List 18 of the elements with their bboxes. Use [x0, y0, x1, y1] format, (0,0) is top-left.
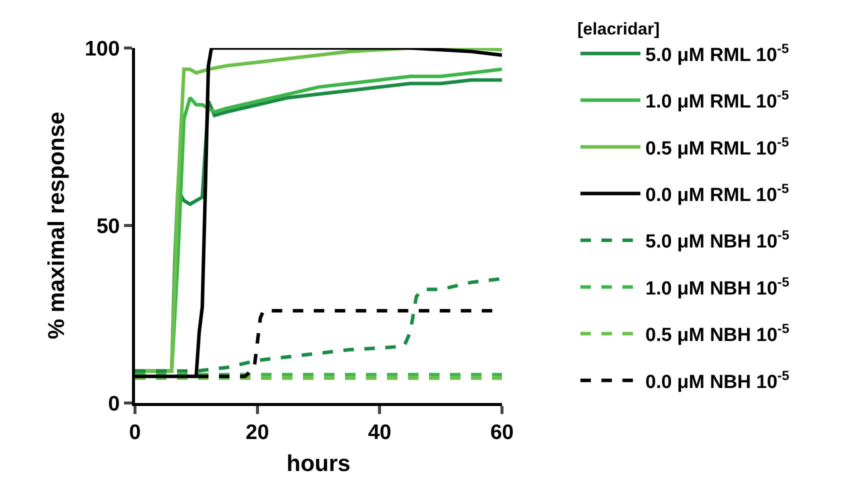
legend-label: 5.0 μM RML 10$^{-5}$ — [645, 40, 790, 66]
legend-label: 1.0 μM NBH 10$^{-5}$ — [645, 274, 790, 300]
x-axis-title: hours — [286, 450, 350, 476]
x-tick-label: 60 — [490, 421, 514, 444]
legend-label: 1.0 μM RML 10$^{-5}$ — [645, 88, 790, 113]
legend-label: 0.0 μM NBH 10$^{-5}$ — [645, 368, 790, 393]
legend-label: 0.5 μM RML 10$^{-5}$ — [645, 134, 790, 160]
legend-title: [elacridar] — [577, 20, 660, 39]
x-tick-label: 20 — [246, 421, 270, 444]
legend-label: 0.0 μM RML 10$^{-5}$ — [645, 180, 790, 206]
y-axis-title: % maximal response — [43, 112, 70, 340]
y-tick-label: 0 — [108, 392, 120, 416]
y-tick-label: 50 — [96, 214, 120, 238]
legend-label: 5.0 μM NBH 10$^{-5}$ — [645, 228, 790, 253]
x-tick-label: 0 — [129, 421, 141, 444]
y-tick-label: 100 — [84, 37, 120, 60]
x-tick-label: 40 — [368, 421, 392, 444]
legend-label: 0.5 μM NBH 10$^{-5}$ — [645, 321, 790, 346]
